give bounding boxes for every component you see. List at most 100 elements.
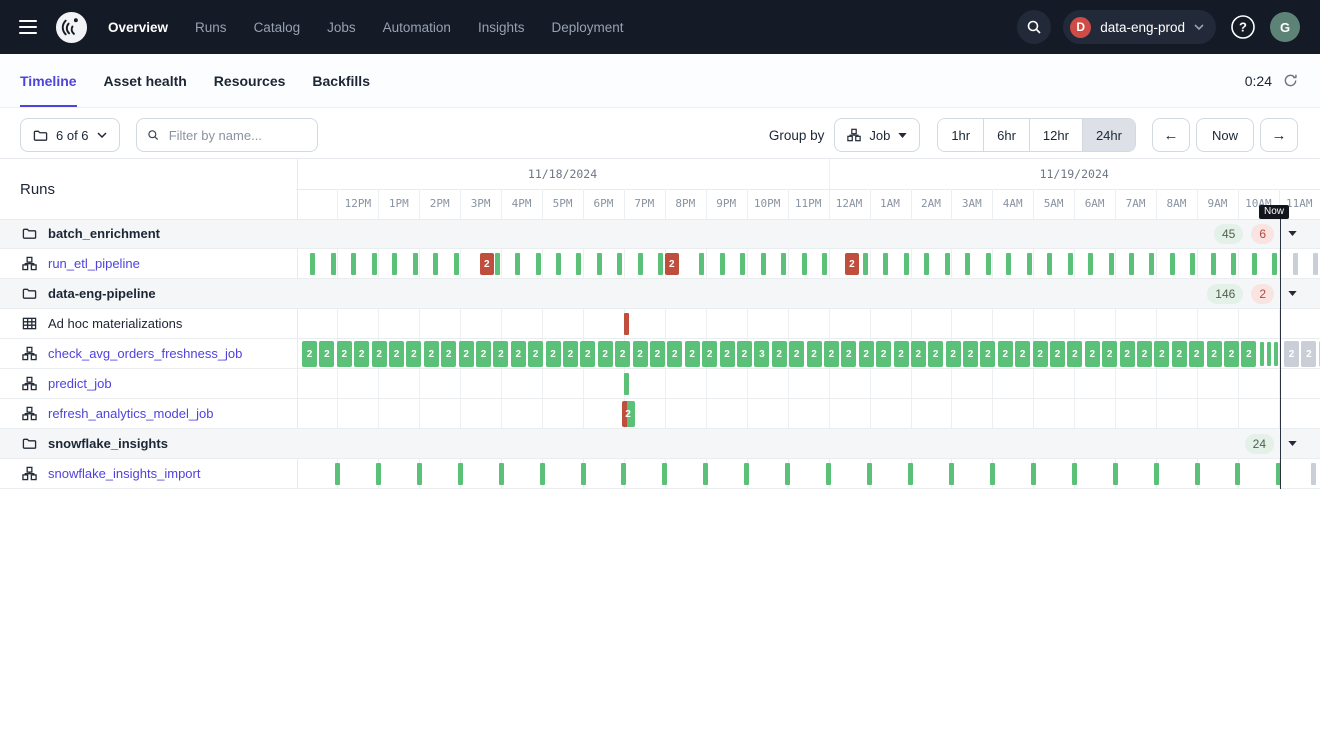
run-bar-success[interactable]: 2: [737, 341, 752, 367]
run-bar-success[interactable]: 2: [894, 341, 909, 367]
run-bar-scheduled[interactable]: [1293, 253, 1298, 275]
run-bar-success[interactable]: 2: [302, 341, 317, 367]
nav-item-deployment[interactable]: Deployment: [551, 20, 623, 35]
run-bar-success[interactable]: [703, 463, 708, 485]
run-bar-success[interactable]: 2: [928, 341, 943, 367]
run-bar-success[interactable]: [515, 253, 520, 275]
run-bar-success[interactable]: [1274, 342, 1278, 366]
tab-resources[interactable]: Resources: [214, 54, 286, 107]
run-bar-success[interactable]: [740, 253, 745, 275]
run-bar-success[interactable]: [433, 253, 438, 275]
run-bar-success[interactable]: [761, 253, 766, 275]
run-bar-success[interactable]: 2: [876, 341, 891, 367]
run-bar-success[interactable]: 2: [493, 341, 508, 367]
run-bar-success[interactable]: 2: [459, 341, 474, 367]
run-bar-success[interactable]: 2: [580, 341, 595, 367]
run-bar-success[interactable]: [458, 463, 463, 485]
run-bar-success[interactable]: 2: [946, 341, 961, 367]
run-bar-success[interactable]: [662, 463, 667, 485]
run-bar-success[interactable]: 2: [1033, 341, 1048, 367]
run-bar-success[interactable]: [699, 253, 704, 275]
run-bar-success[interactable]: [802, 253, 807, 275]
run-bar-success[interactable]: [1129, 253, 1134, 275]
run-bar-success[interactable]: 2: [563, 341, 578, 367]
run-bar-success[interactable]: 2: [1224, 341, 1239, 367]
run-bar-success[interactable]: [908, 463, 913, 485]
run-bar-success[interactable]: [351, 253, 356, 275]
run-bar-success[interactable]: [1170, 253, 1175, 275]
run-bar-scheduled[interactable]: 2: [1301, 341, 1316, 367]
run-bar-success[interactable]: [499, 463, 504, 485]
run-bar-success[interactable]: [413, 253, 418, 275]
range-6hr[interactable]: 6hr: [983, 119, 1029, 151]
run-bar-success[interactable]: 2: [980, 341, 995, 367]
run-bar-success[interactable]: [744, 463, 749, 485]
run-bar-success[interactable]: 2: [441, 341, 456, 367]
run-bar-success[interactable]: [1252, 253, 1257, 275]
run-bar-success[interactable]: 2: [1102, 341, 1117, 367]
run-bar-success[interactable]: [454, 253, 459, 275]
job-link-check-avg-orders-freshness-job[interactable]: check_avg_orders_freshness_job: [48, 346, 242, 361]
run-bar-success[interactable]: 2: [389, 341, 404, 367]
run-bar-success[interactable]: [1272, 253, 1277, 275]
run-bar-success[interactable]: 2: [511, 341, 526, 367]
run-bar-success[interactable]: [1267, 342, 1271, 366]
run-bar-success[interactable]: 2: [1050, 341, 1065, 367]
run-bar-success[interactable]: [1027, 253, 1032, 275]
run-bar-success[interactable]: 2: [720, 341, 735, 367]
run-bar-success[interactable]: 2: [685, 341, 700, 367]
run-bar-success[interactable]: [965, 253, 970, 275]
run-bar-success[interactable]: [924, 253, 929, 275]
run-bar-success[interactable]: [986, 253, 991, 275]
run-bar-success[interactable]: [785, 463, 790, 485]
run-bar-success[interactable]: [576, 253, 581, 275]
run-bar-success[interactable]: [331, 253, 336, 275]
timeline-row-snowflake-insights[interactable]: snowflake_insights24: [0, 429, 1320, 459]
run-bar-success[interactable]: 2: [406, 341, 421, 367]
prev-range-button[interactable]: ←: [1152, 118, 1190, 152]
run-bar-success[interactable]: 2: [824, 341, 839, 367]
run-bar-success[interactable]: [540, 463, 545, 485]
run-bar-success[interactable]: 2: [841, 341, 856, 367]
group-by-select[interactable]: Job: [834, 118, 920, 152]
repo-scope-button[interactable]: 6 of 6: [20, 118, 120, 152]
help-icon[interactable]: ?: [1228, 12, 1258, 42]
run-bar-success[interactable]: 3: [754, 341, 769, 367]
run-bar-failure[interactable]: 2: [480, 253, 494, 275]
run-bar-success[interactable]: 2: [1120, 341, 1135, 367]
run-bar-mixed[interactable]: 2: [622, 401, 635, 427]
job-link-run-etl-pipeline[interactable]: run_etl_pipeline: [48, 256, 140, 271]
run-bar-success[interactable]: 2: [1137, 341, 1152, 367]
job-link-snowflake-insights-import[interactable]: snowflake_insights_import: [48, 466, 200, 481]
run-bar-success[interactable]: 2: [1189, 341, 1204, 367]
run-bar-success[interactable]: [621, 463, 626, 485]
run-bar-success[interactable]: 2: [424, 341, 439, 367]
run-bar-success[interactable]: 2: [1172, 341, 1187, 367]
run-bar-success[interactable]: 2: [1015, 341, 1030, 367]
nav-item-catalog[interactable]: Catalog: [254, 20, 301, 35]
run-bar-success[interactable]: 2: [1085, 341, 1100, 367]
run-bar-success[interactable]: 2: [1241, 341, 1256, 367]
user-avatar[interactable]: G: [1270, 12, 1300, 42]
run-bar-success[interactable]: 2: [1154, 341, 1169, 367]
run-bar-success[interactable]: [1088, 253, 1093, 275]
job-link-refresh-analytics-model-job[interactable]: refresh_analytics_model_job: [48, 406, 213, 421]
filter-input[interactable]: [167, 127, 307, 144]
run-bar-success[interactable]: 2: [963, 341, 978, 367]
tab-backfills[interactable]: Backfills: [312, 54, 370, 107]
row-expand-caret-icon[interactable]: [1288, 291, 1297, 296]
range-12hr[interactable]: 12hr: [1029, 119, 1082, 151]
run-bar-success[interactable]: [392, 253, 397, 275]
run-bar-success[interactable]: 2: [337, 341, 352, 367]
run-bar-success[interactable]: [1190, 253, 1195, 275]
run-bar-success[interactable]: [1072, 463, 1077, 485]
run-bar-success[interactable]: [1149, 253, 1154, 275]
search-icon[interactable]: [1017, 10, 1051, 44]
nav-item-overview[interactable]: Overview: [108, 20, 168, 35]
row-expand-caret-icon[interactable]: [1288, 231, 1297, 236]
run-bar-success[interactable]: [883, 253, 888, 275]
run-bar-success[interactable]: [1109, 253, 1114, 275]
run-bar-success[interactable]: [1113, 463, 1118, 485]
run-bar-success[interactable]: [867, 463, 872, 485]
run-bar-success[interactable]: 2: [354, 341, 369, 367]
